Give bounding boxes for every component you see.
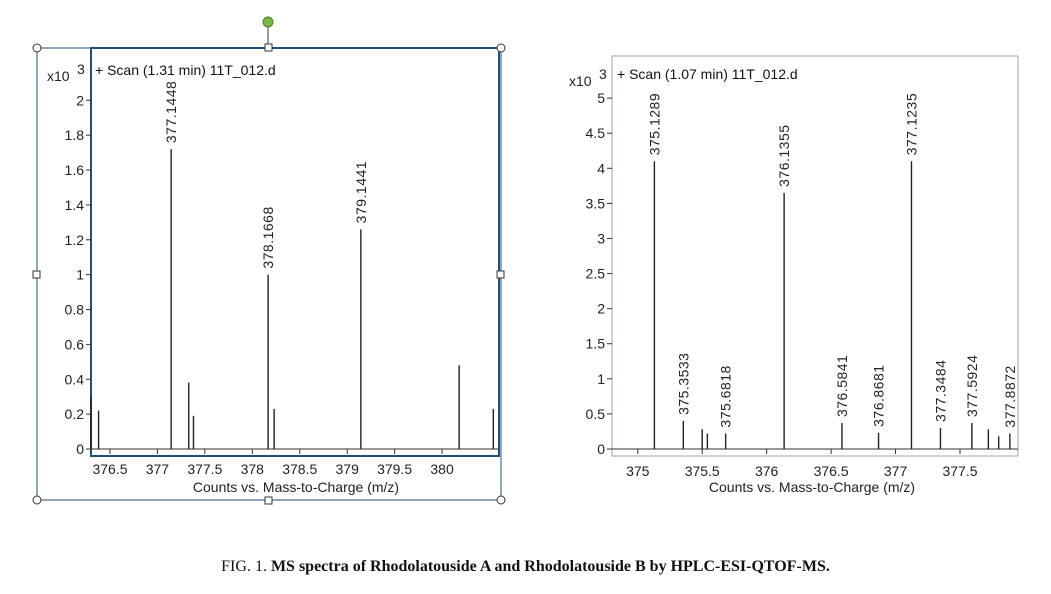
peak-label: 376.5841	[834, 355, 850, 417]
peak-label: 375.1289	[646, 93, 662, 155]
y-tick-label: 0.8	[65, 302, 85, 318]
x-tick-label: 376	[755, 463, 779, 479]
y-tick-label: 1.2	[65, 232, 85, 248]
handle-left-mid[interactable]	[32, 270, 41, 279]
y-tick-label: 1	[76, 267, 84, 283]
selection-handles[interactable]	[32, 16, 506, 505]
y-tick-label: 5	[597, 90, 605, 106]
handle-bottom-mid[interactable]	[264, 496, 273, 505]
y-tick-label: 0.4	[65, 371, 85, 387]
right-ms-spectrum: 0 0.5 1 1.5 2 2.5 3 3.5 4 4.5 5 375 375.5 376 376.5 377…	[569, 66, 1018, 495]
handle-top-left[interactable]	[32, 43, 42, 53]
y-scale-exponent: 3	[77, 61, 85, 77]
scan-label: + Scan (1.07 min) 11T_012.d	[617, 66, 798, 82]
x-axis-label: Counts vs. Mass-to-Charge (m/z)	[193, 479, 399, 495]
x-axis-label: Counts vs. Mass-to-Charge (m/z)	[709, 479, 915, 495]
left-selection-frame	[36, 47, 502, 501]
left-ms-spectrum: 0 0.2 0.4 0.6 0.8 1 1.2 1.4 1.6 1.8 2 376.5 377 377.5…	[47, 61, 499, 495]
rotate-handle-icon[interactable]	[262, 16, 274, 28]
y-tick-label: 3.5	[586, 195, 606, 211]
x-tick-label: 377	[146, 461, 170, 477]
figure-caption: FIG. 1. MS spectra of Rhodolatouside A a…	[0, 558, 1051, 576]
y-tick-label: 0.2	[65, 406, 85, 422]
x-tick-label: 375.5	[685, 463, 720, 479]
right-plot-frame	[611, 55, 1019, 457]
y-tick-label: 4.5	[586, 125, 606, 141]
y-tick-label: 0.6	[65, 336, 85, 352]
caption-prefix: FIG. 1.	[221, 558, 267, 575]
y-tick-label: 0	[597, 441, 605, 457]
scan-label: + Scan (1.31 min) 11T_012.d	[95, 62, 276, 78]
y-tick-label: 1.6	[65, 162, 85, 178]
peak-label: 377.1448	[163, 81, 179, 143]
y-scale-exponent: 3	[599, 66, 607, 82]
y-tick-label: 0	[76, 441, 84, 457]
x-tick-label: 375	[626, 463, 650, 479]
y-tick-label: 2	[597, 301, 605, 317]
caption-text: MS spectra of Rhodolatouside A and Rhodo…	[270, 558, 830, 575]
handle-top-right[interactable]	[496, 43, 506, 53]
peak-label: 375.3533	[675, 353, 691, 415]
x-tick-label: 378	[241, 461, 265, 477]
x-tick-label: 380	[430, 461, 454, 477]
x-tick-label: 377.5	[187, 461, 222, 477]
left-plot-frame	[90, 47, 500, 457]
y-tick-label: 1.4	[65, 197, 85, 213]
peak-label: 376.1355	[776, 124, 792, 186]
peak-label: 379.1441	[353, 161, 369, 223]
x-tick-label: 376.5	[814, 463, 849, 479]
y-tick-label: 4	[597, 160, 605, 176]
handle-bottom-left[interactable]	[32, 495, 42, 505]
x-tick-label: 376.5	[92, 461, 127, 477]
x-tick-label: 377	[884, 463, 908, 479]
handle-bottom-right[interactable]	[496, 495, 506, 505]
peak-label: 376.8681	[871, 364, 887, 426]
peak-label: 375.6818	[718, 365, 734, 427]
x-tick-label: 377.5	[942, 463, 977, 479]
peak-label: 377.8872	[1002, 365, 1018, 427]
handle-right-mid[interactable]	[496, 270, 505, 279]
peak-label: 377.1235	[903, 93, 919, 155]
y-tick-label: 0.5	[586, 406, 606, 422]
y-tick-label: 2	[76, 92, 84, 108]
y-tick-label: 2.5	[586, 266, 606, 282]
y-tick-label: 1.8	[65, 127, 85, 143]
y-scale-label: x10	[47, 68, 70, 84]
handle-top-mid[interactable]	[264, 43, 273, 52]
y-tick-label: 1.5	[586, 336, 606, 352]
peak-label: 377.3484	[932, 360, 948, 422]
x-tick-label: 379.5	[377, 461, 412, 477]
y-tick-label: 3	[597, 230, 605, 246]
y-tick-label: 1	[597, 371, 605, 387]
x-tick-label: 379	[336, 461, 360, 477]
y-scale-label: x10	[569, 73, 592, 89]
peak-label: 378.1668	[260, 206, 276, 268]
x-tick-label: 378.5	[282, 461, 317, 477]
peak-label: 377.5924	[964, 355, 980, 417]
